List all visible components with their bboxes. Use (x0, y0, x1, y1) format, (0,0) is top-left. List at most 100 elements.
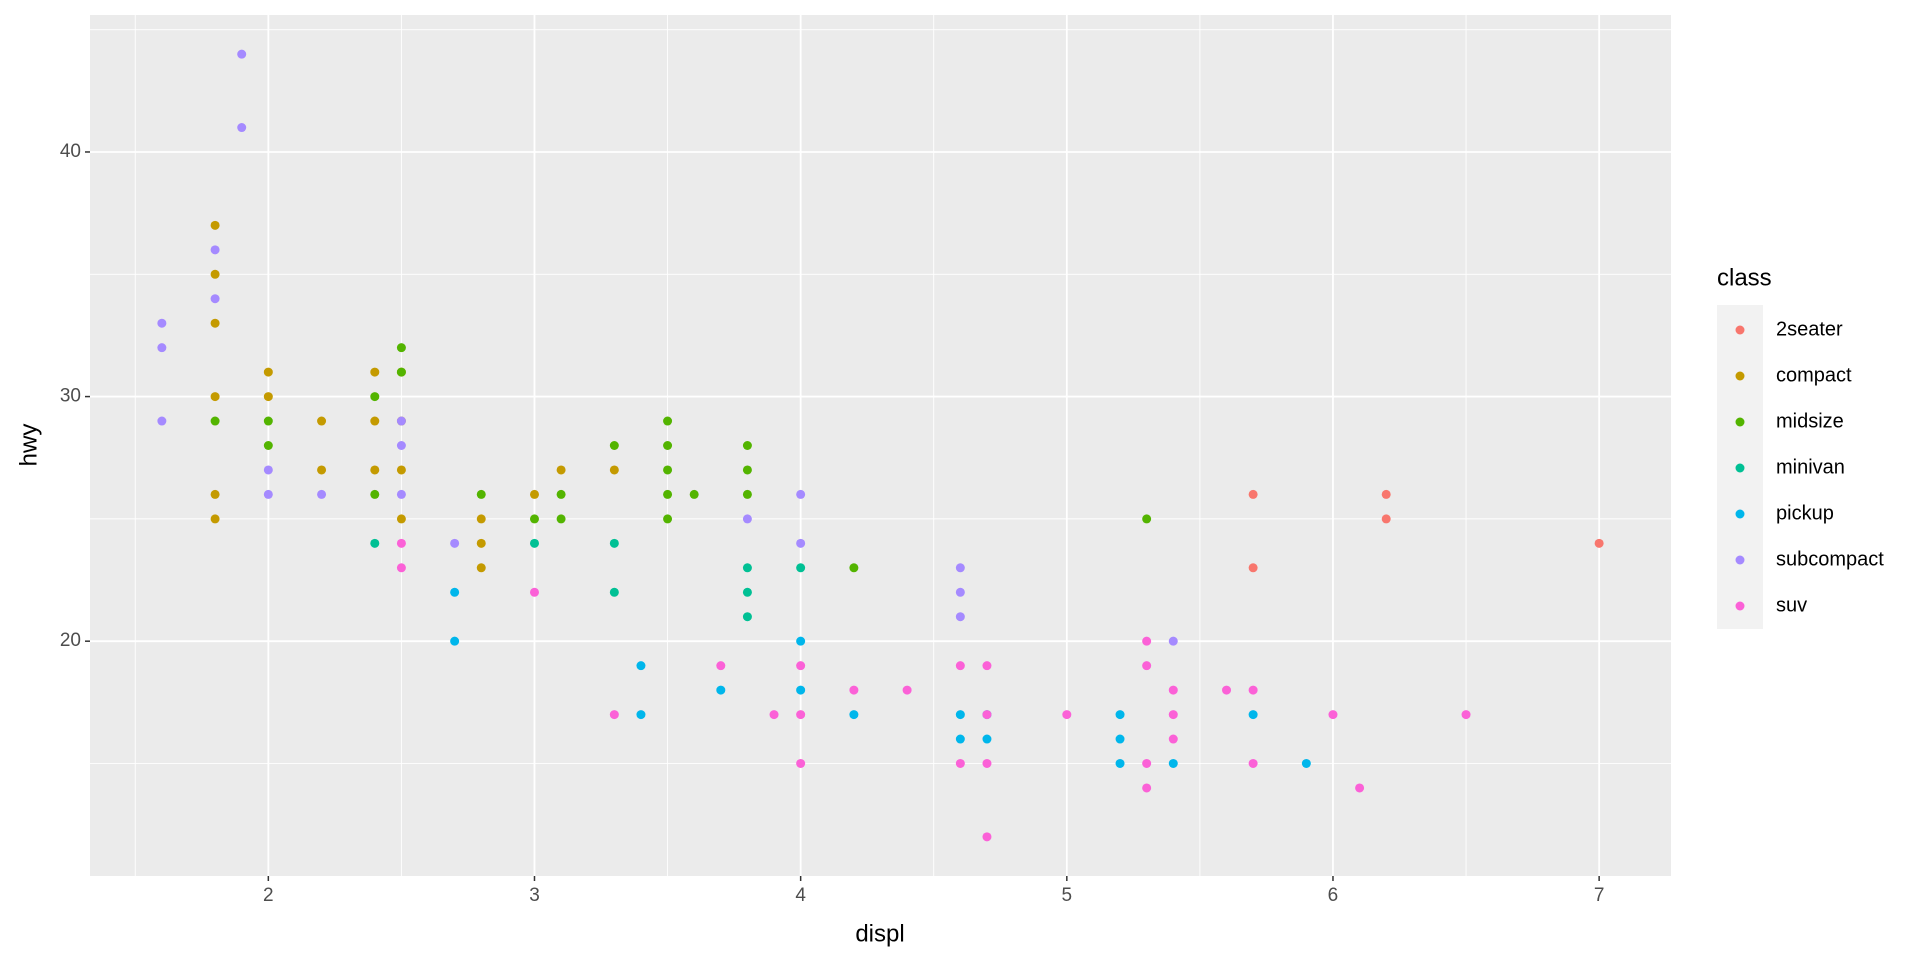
point (663, 489, 673, 499)
point (742, 612, 752, 622)
point (1461, 710, 1471, 720)
grid (90, 15, 1671, 876)
point (663, 465, 673, 475)
y-tick-label: 20 (60, 630, 81, 651)
legend-label: suv (1776, 594, 1807, 616)
point (210, 220, 220, 230)
legend-key (1735, 509, 1745, 519)
y-tick-label: 30 (60, 386, 81, 407)
point (157, 416, 167, 426)
legend-label: 2seater (1776, 318, 1843, 340)
point (1248, 489, 1258, 499)
points (157, 49, 1604, 842)
point (796, 685, 806, 695)
point (529, 514, 539, 524)
point (317, 489, 327, 499)
point (796, 489, 806, 499)
point (476, 563, 486, 573)
x-tick-label: 6 (1328, 885, 1339, 906)
point (663, 514, 673, 524)
point (210, 489, 220, 499)
point (796, 661, 806, 671)
point (476, 538, 486, 548)
point (849, 685, 859, 695)
point (529, 489, 539, 499)
point (556, 465, 566, 475)
x-tick-label: 7 (1594, 885, 1605, 906)
point (902, 685, 912, 695)
legend-key (1735, 371, 1745, 381)
point (609, 538, 619, 548)
point (1301, 758, 1311, 768)
point (849, 710, 859, 720)
point (796, 758, 806, 768)
point (1222, 685, 1232, 695)
y-axis-title: hwy (15, 424, 42, 467)
point (1355, 783, 1365, 793)
x-axis-title: displ (855, 920, 904, 947)
legend-label: minivan (1776, 456, 1845, 478)
point (1142, 514, 1152, 524)
point (1248, 563, 1258, 573)
x-tick-label: 4 (795, 885, 806, 906)
point (796, 563, 806, 573)
point (1381, 514, 1391, 524)
point (1168, 636, 1178, 646)
legend-label: subcompact (1776, 548, 1884, 570)
point (210, 416, 220, 426)
point (263, 367, 273, 377)
point (982, 734, 992, 744)
point (982, 758, 992, 768)
point (955, 661, 965, 671)
point (396, 416, 406, 426)
point (742, 563, 752, 573)
point (263, 489, 273, 499)
point (396, 514, 406, 524)
point (450, 538, 460, 548)
point (1168, 685, 1178, 695)
legend-label: midsize (1776, 410, 1844, 432)
point (982, 661, 992, 671)
point (450, 636, 460, 646)
legend-key (1735, 555, 1745, 565)
point (982, 832, 992, 842)
point (609, 441, 619, 450)
point (450, 587, 460, 597)
point (955, 563, 965, 573)
point (370, 538, 380, 548)
point (955, 587, 965, 597)
point (1142, 661, 1152, 671)
point (1062, 710, 1072, 720)
point (396, 367, 406, 377)
point (1248, 758, 1258, 768)
point (716, 661, 726, 671)
point (396, 465, 406, 475)
point (396, 563, 406, 573)
point (769, 710, 779, 720)
point (370, 416, 380, 426)
point (317, 465, 327, 475)
point (796, 636, 806, 646)
point (1115, 710, 1125, 720)
x-tick-label: 3 (529, 885, 540, 906)
point (742, 514, 752, 524)
point (210, 245, 220, 255)
point (742, 489, 752, 499)
legend-title: class (1717, 264, 1772, 291)
point (663, 416, 673, 426)
point (955, 710, 965, 720)
point (982, 710, 992, 720)
point (370, 489, 380, 499)
point (742, 441, 752, 450)
point (556, 489, 566, 499)
legend-label: compact (1776, 364, 1852, 386)
point (955, 734, 965, 744)
point (1328, 710, 1338, 720)
point (742, 465, 752, 475)
point (237, 123, 247, 133)
point (556, 514, 566, 524)
point (609, 710, 619, 720)
point (1248, 710, 1258, 720)
panel (90, 15, 1671, 876)
